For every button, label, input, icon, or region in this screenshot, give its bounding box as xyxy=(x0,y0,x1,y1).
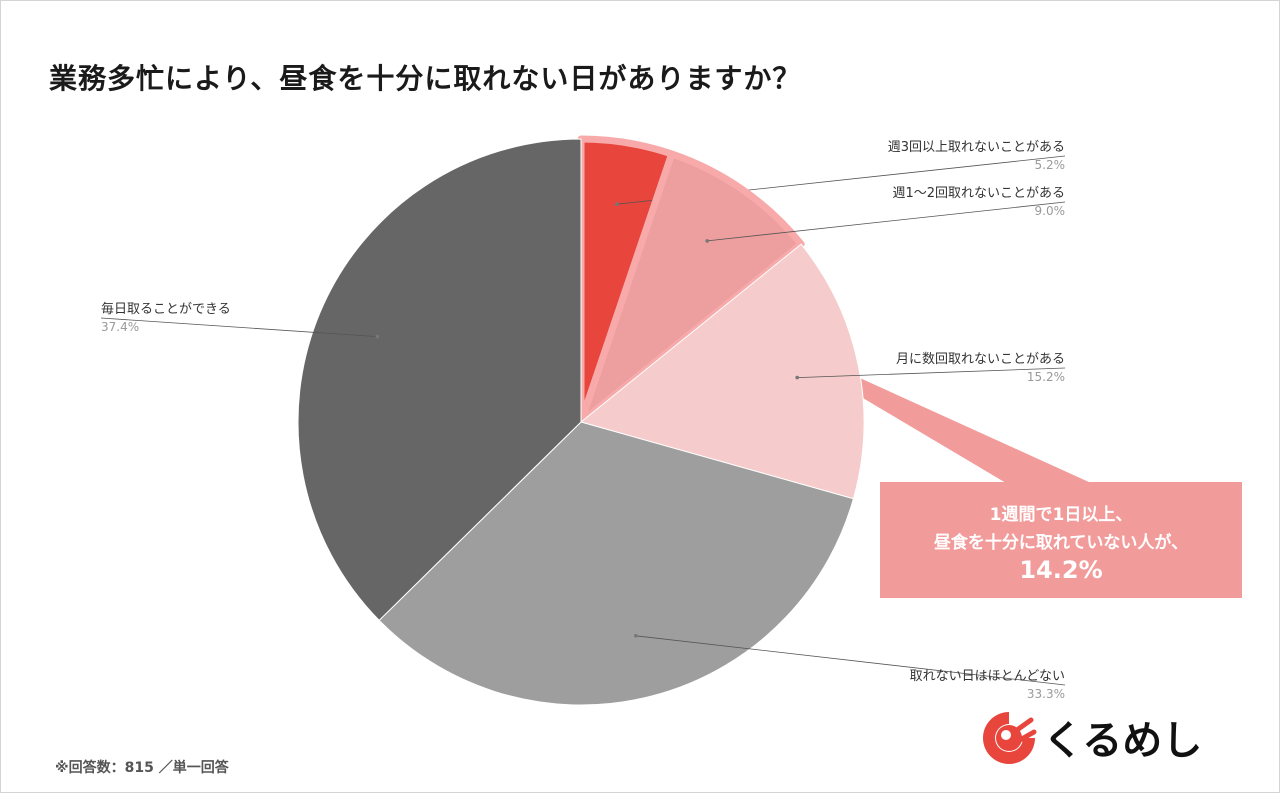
kurumeshi-logo-icon xyxy=(983,712,1037,764)
slice-label-1: 週3回以上取れないことがある xyxy=(888,140,1065,155)
slice-value-2: 9.0% xyxy=(1035,204,1066,218)
slice-label-3: 月に数回取れないことがある xyxy=(896,352,1065,367)
slice-value-4: 33.3% xyxy=(1027,687,1065,701)
callout-line2: 昼食を十分に取れていない人が、 xyxy=(933,533,1189,553)
slice-value-1: 5.2% xyxy=(1035,158,1066,172)
slice-value-5: 37.4% xyxy=(101,320,139,334)
logo-text: くるめし xyxy=(1043,718,1203,764)
leader-dot-3 xyxy=(795,375,799,380)
callout-line1: 1週間で1日以上、 xyxy=(989,505,1133,525)
leader-dot-5 xyxy=(375,334,380,339)
pie-slice-2 xyxy=(577,150,805,426)
leader-line-5 xyxy=(100,317,378,337)
slice-label-4: 取れない日はほとんどない xyxy=(910,669,1065,684)
chart-title: 業務多忙により、昼食を十分に取れない日がありますか？ xyxy=(49,62,802,95)
leader-dot-1 xyxy=(615,202,619,206)
slice-label-2: 週1〜2回取れないことがある xyxy=(892,186,1065,201)
footnote: ※回答数：815 ／単一回答 xyxy=(55,760,229,776)
leader-line-3 xyxy=(797,367,1066,378)
leader-dot-2 xyxy=(705,239,709,243)
pie-slice-5 xyxy=(297,138,582,622)
callout-value: 14.2% xyxy=(1019,556,1103,584)
pie-slice-3 xyxy=(579,243,865,500)
brand-logo: くるめし xyxy=(979,708,1249,768)
leader-line-4 xyxy=(635,635,1066,686)
slice-label-5: 毎日取ることができる xyxy=(101,301,231,317)
leader-line-2 xyxy=(707,201,1066,242)
pie-slice-4 xyxy=(378,421,855,706)
leader-dot-4 xyxy=(634,634,638,638)
slice-value-3: 15.2% xyxy=(1027,370,1065,384)
callout-box: 1週間で1日以上、 昼食を十分に取れていない人が、 14.2% xyxy=(880,482,1242,598)
